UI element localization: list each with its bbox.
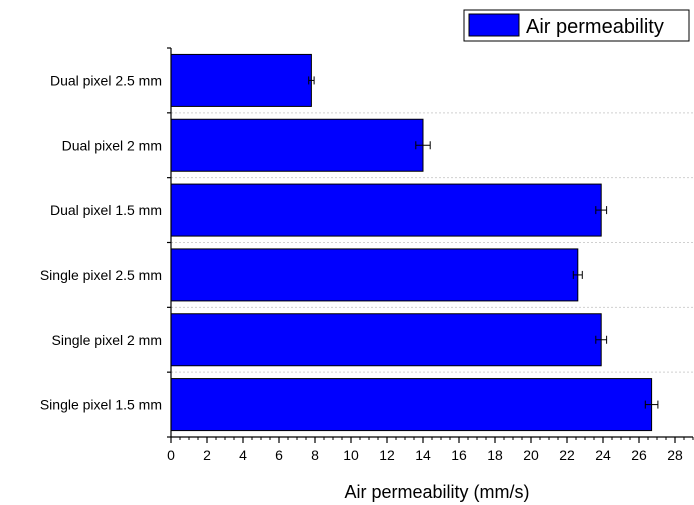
bar (170, 118, 424, 172)
category-label: Single pixel 2.5 mm (40, 267, 162, 283)
category-label: Single pixel 1.5 mm (40, 397, 162, 413)
bar (170, 378, 653, 432)
x-tick-label: 8 (311, 447, 319, 463)
error-bars (308, 76, 659, 409)
x-tick-label: 26 (631, 447, 647, 463)
x-tick-label: 16 (451, 447, 467, 463)
y-axis-category-labels: Dual pixel 2.5 mm Dual pixel 2 mm Dual pix… (40, 47, 171, 438)
category-label: Dual pixel 1.5 mm (50, 202, 162, 218)
x-tick-label: 10 (343, 447, 359, 463)
grid-lines (171, 112, 693, 373)
x-tick-label: 20 (523, 447, 539, 463)
x-tick-label: 12 (379, 447, 395, 463)
category-label: Single pixel 2 mm (52, 332, 163, 348)
category-label: Dual pixel 2 mm (62, 137, 162, 153)
x-tick-label: 14 (415, 447, 431, 463)
x-tick-label: 6 (275, 447, 283, 463)
x-tick-label: 18 (487, 447, 503, 463)
bar (170, 248, 579, 302)
x-axis-title: Air permeability (mm/s) (344, 482, 529, 502)
x-tick-label: 2 (203, 447, 211, 463)
x-tick-label: 4 (239, 447, 247, 463)
x-tick-label: 22 (559, 447, 575, 463)
legend: Air permeability (463, 9, 690, 42)
x-tick-label: 28 (667, 447, 683, 463)
bar (170, 53, 312, 107)
x-tick-label: 24 (595, 447, 611, 463)
legend-label: Air permeability (526, 16, 664, 38)
category-label: Dual pixel 2.5 mm (50, 72, 162, 88)
x-axis-ticks: 0 2 4 6 8 10 12 14 16 18 20 22 24 26 28 (167, 437, 694, 463)
legend-swatch (468, 13, 520, 37)
x-tick-label: 0 (167, 447, 175, 463)
bar (170, 313, 602, 367)
bar (170, 183, 602, 237)
bars (170, 53, 653, 432)
